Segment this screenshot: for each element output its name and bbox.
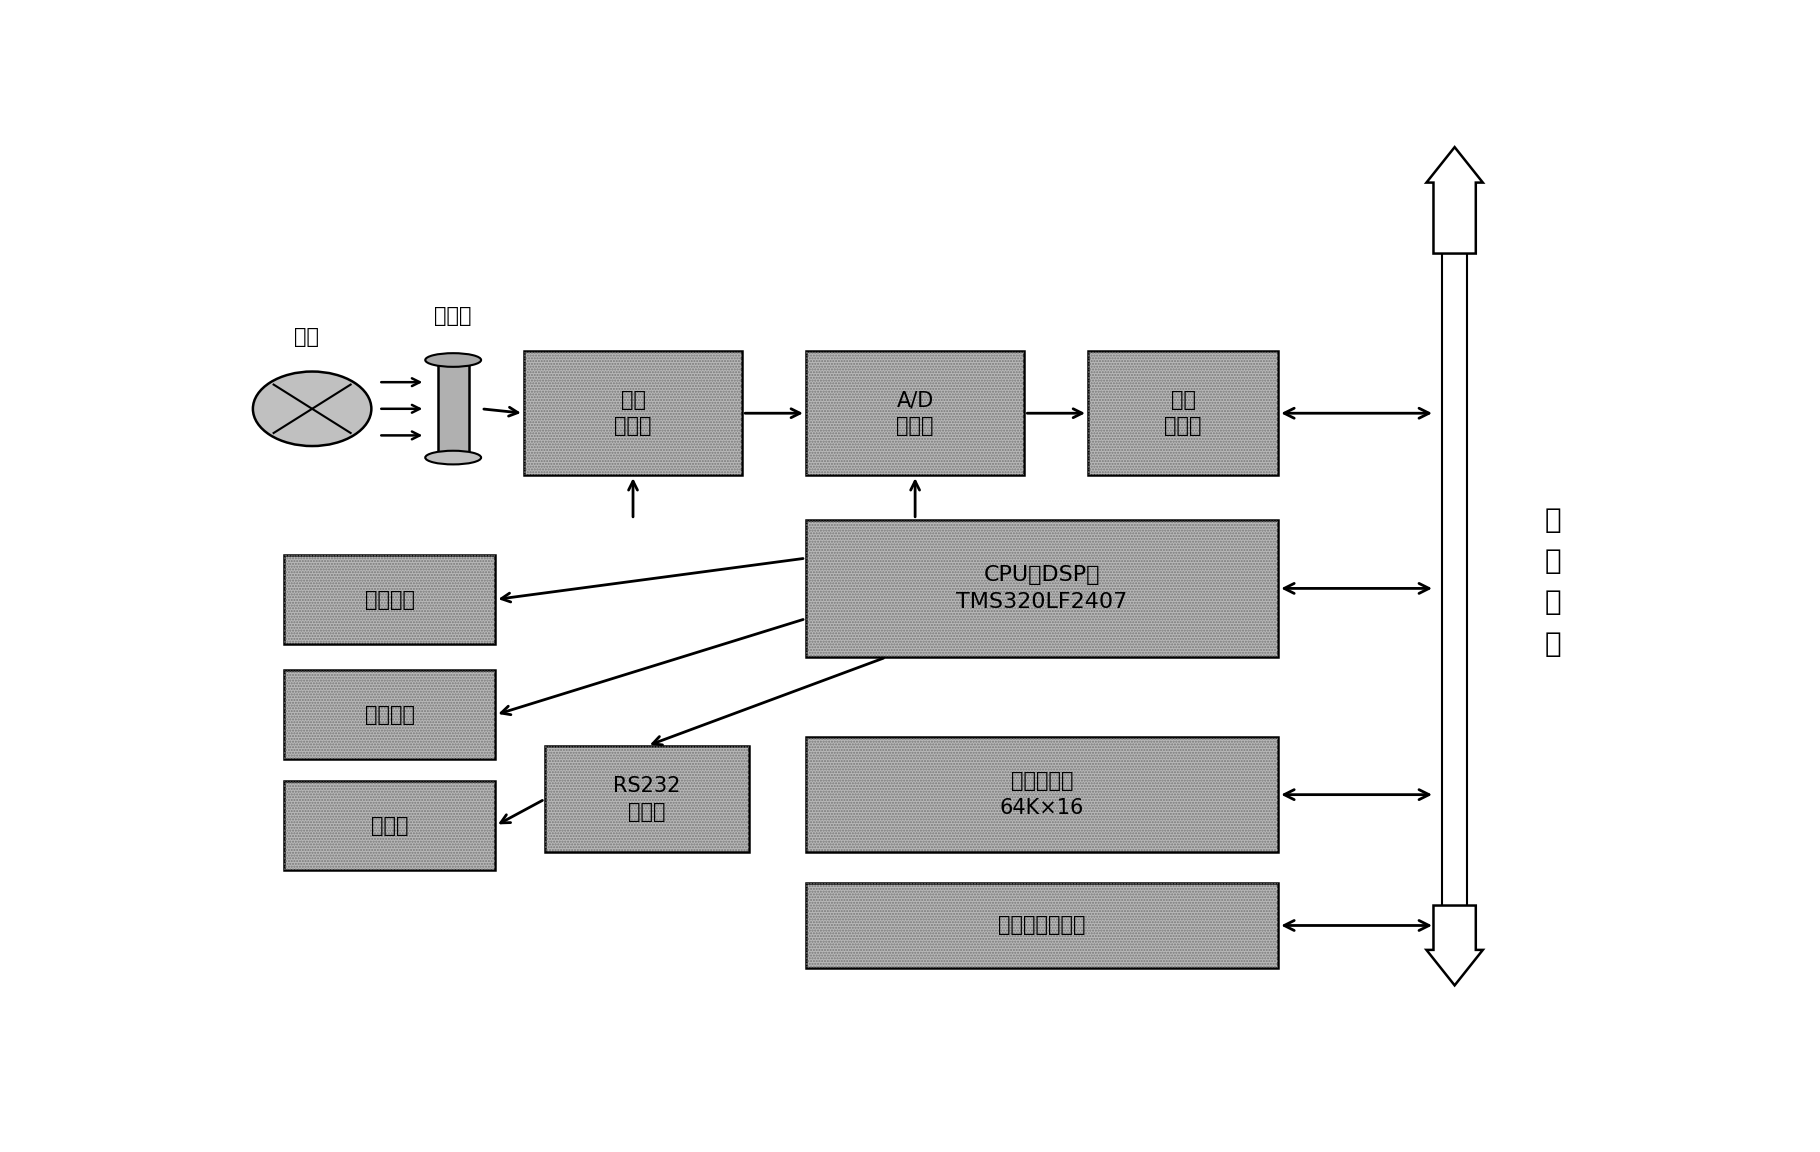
Bar bbox=[1088, 351, 1278, 476]
Bar bbox=[806, 520, 1278, 657]
Text: 数据
缓冲器: 数据 缓冲器 bbox=[1165, 391, 1201, 437]
Bar bbox=[524, 351, 743, 476]
FancyArrow shape bbox=[1427, 905, 1483, 985]
Bar bbox=[806, 737, 1278, 852]
Bar bbox=[437, 361, 470, 457]
Bar bbox=[806, 737, 1278, 852]
Text: 译码及控制电路: 译码及控制电路 bbox=[999, 916, 1087, 935]
Text: CPU（DSP）
TMS320LF2407: CPU（DSP） TMS320LF2407 bbox=[957, 566, 1128, 612]
Bar bbox=[544, 745, 750, 852]
Text: 计算机: 计算机 bbox=[371, 816, 408, 835]
Text: A/D
转换器: A/D 转换器 bbox=[897, 391, 934, 437]
Text: 光源: 光源 bbox=[293, 327, 318, 347]
Bar bbox=[806, 351, 1025, 476]
Text: 结果显示: 结果显示 bbox=[364, 590, 415, 609]
Text: 数
据
总
线: 数 据 总 线 bbox=[1545, 506, 1562, 658]
Text: 输入键盘: 输入键盘 bbox=[364, 705, 415, 725]
Bar bbox=[284, 555, 495, 644]
Bar bbox=[284, 781, 495, 870]
Text: 数据存储器
64K×16: 数据存储器 64K×16 bbox=[999, 772, 1085, 818]
Bar bbox=[284, 555, 495, 644]
Bar bbox=[524, 351, 743, 476]
FancyArrow shape bbox=[1427, 147, 1483, 253]
Bar bbox=[806, 520, 1278, 657]
Text: 探测器: 探测器 bbox=[435, 306, 471, 326]
Bar bbox=[806, 884, 1278, 968]
Bar bbox=[284, 670, 495, 759]
Bar bbox=[284, 781, 495, 870]
Circle shape bbox=[253, 372, 371, 446]
Bar bbox=[806, 351, 1025, 476]
Bar bbox=[544, 745, 750, 852]
Bar bbox=[1088, 351, 1278, 476]
Bar bbox=[284, 670, 495, 759]
Bar bbox=[806, 884, 1278, 968]
Text: 前置
放大器: 前置 放大器 bbox=[615, 391, 652, 437]
Ellipse shape bbox=[426, 450, 480, 464]
Text: RS232
通讯口: RS232 通讯口 bbox=[613, 776, 681, 823]
Ellipse shape bbox=[426, 354, 480, 366]
